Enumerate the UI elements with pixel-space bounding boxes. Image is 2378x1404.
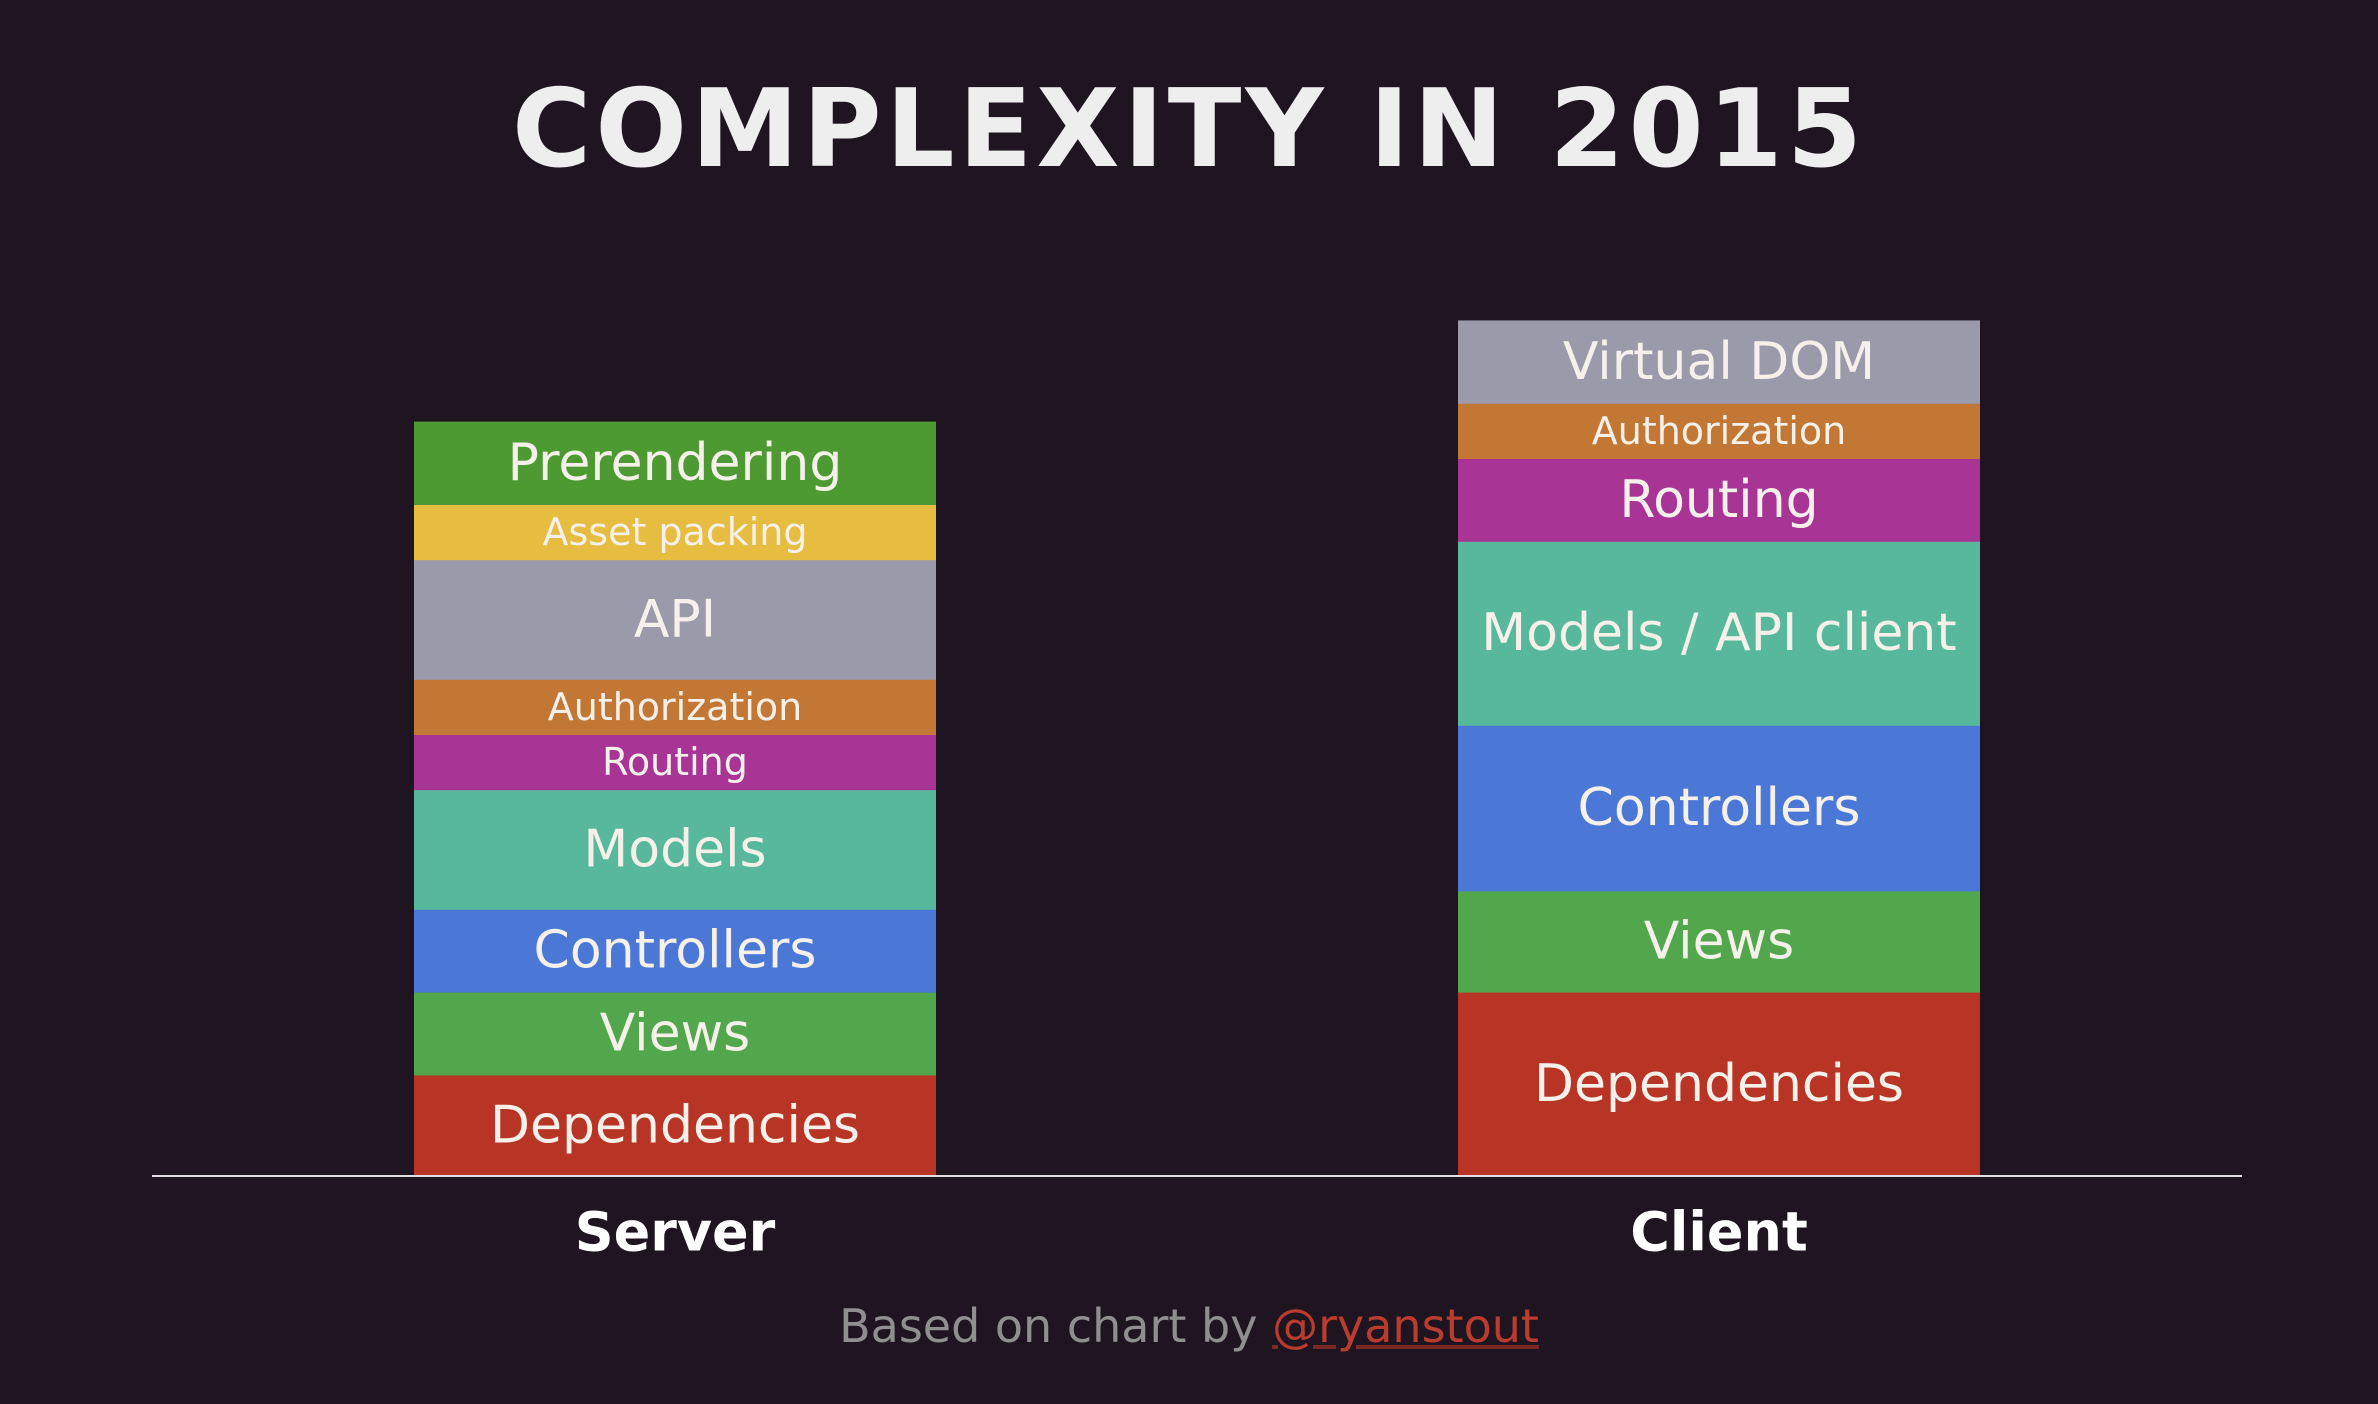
category-label-server: Server bbox=[575, 1201, 776, 1264]
bars-layer: Dependencies Views Controllers Models Routin… bbox=[414, 320, 1980, 1177]
author-link[interactable]: @ryanstout bbox=[1272, 1299, 1539, 1353]
server-segment-api bbox=[414, 559, 936, 680]
client-segment-controllers bbox=[1458, 725, 1980, 892]
client-segment-routing bbox=[1458, 458, 1980, 542]
server-segment-label-asset-packing: Asset packing bbox=[542, 510, 807, 554]
client-segment-label-models-api-client: Models / API client bbox=[1481, 603, 1956, 663]
client-segment-virtual-dom bbox=[1458, 320, 1980, 404]
server-segment-authorization bbox=[414, 679, 936, 735]
server-segment-label-dependencies: Dependencies bbox=[490, 1095, 860, 1155]
server-segment-views bbox=[414, 992, 936, 1076]
server-segment-label-models: Models bbox=[583, 819, 766, 879]
chart-title: COMPLEXITY IN 2015 bbox=[512, 67, 1866, 192]
server-segment-label-prerendering: Prerendering bbox=[508, 433, 843, 493]
client-segment-models-api-client bbox=[1458, 541, 1980, 726]
client-segment-label-controllers: Controllers bbox=[1578, 778, 1861, 838]
server-segment-label-authorization: Authorization bbox=[548, 685, 803, 729]
server-segment-prerendering bbox=[414, 421, 936, 505]
server-segment-asset-packing bbox=[414, 504, 936, 561]
server-segment-label-views: Views bbox=[600, 1003, 751, 1063]
client-segment-label-routing: Routing bbox=[1619, 470, 1818, 530]
server-segment-label-controllers: Controllers bbox=[534, 921, 817, 981]
server-segment-label-routing: Routing bbox=[602, 740, 748, 784]
client-segment-views bbox=[1458, 890, 1980, 993]
client-segment-label-authorization: Authorization bbox=[1592, 409, 1847, 453]
server-segment-dependencies bbox=[414, 1074, 936, 1177]
server-segment-routing bbox=[414, 734, 936, 791]
client-segment-label-views: Views bbox=[1644, 911, 1795, 971]
client-segment-authorization bbox=[1458, 403, 1980, 459]
attribution-text: Based on chart by bbox=[839, 1299, 1273, 1353]
server-segment-label-api: API bbox=[634, 589, 716, 649]
category-label-client: Client bbox=[1630, 1201, 1808, 1264]
server-segment-controllers bbox=[414, 909, 936, 993]
category-labels-layer: Server Client bbox=[575, 1201, 1808, 1264]
attribution: Based on chart by @ryanstout bbox=[0, 1296, 2378, 1356]
client-segment-dependencies bbox=[1458, 992, 1980, 1177]
client-segment-label-dependencies: Dependencies bbox=[1534, 1054, 1904, 1114]
client-segment-label-virtual-dom: Virtual DOM bbox=[1563, 332, 1875, 392]
server-segment-models bbox=[414, 789, 936, 910]
